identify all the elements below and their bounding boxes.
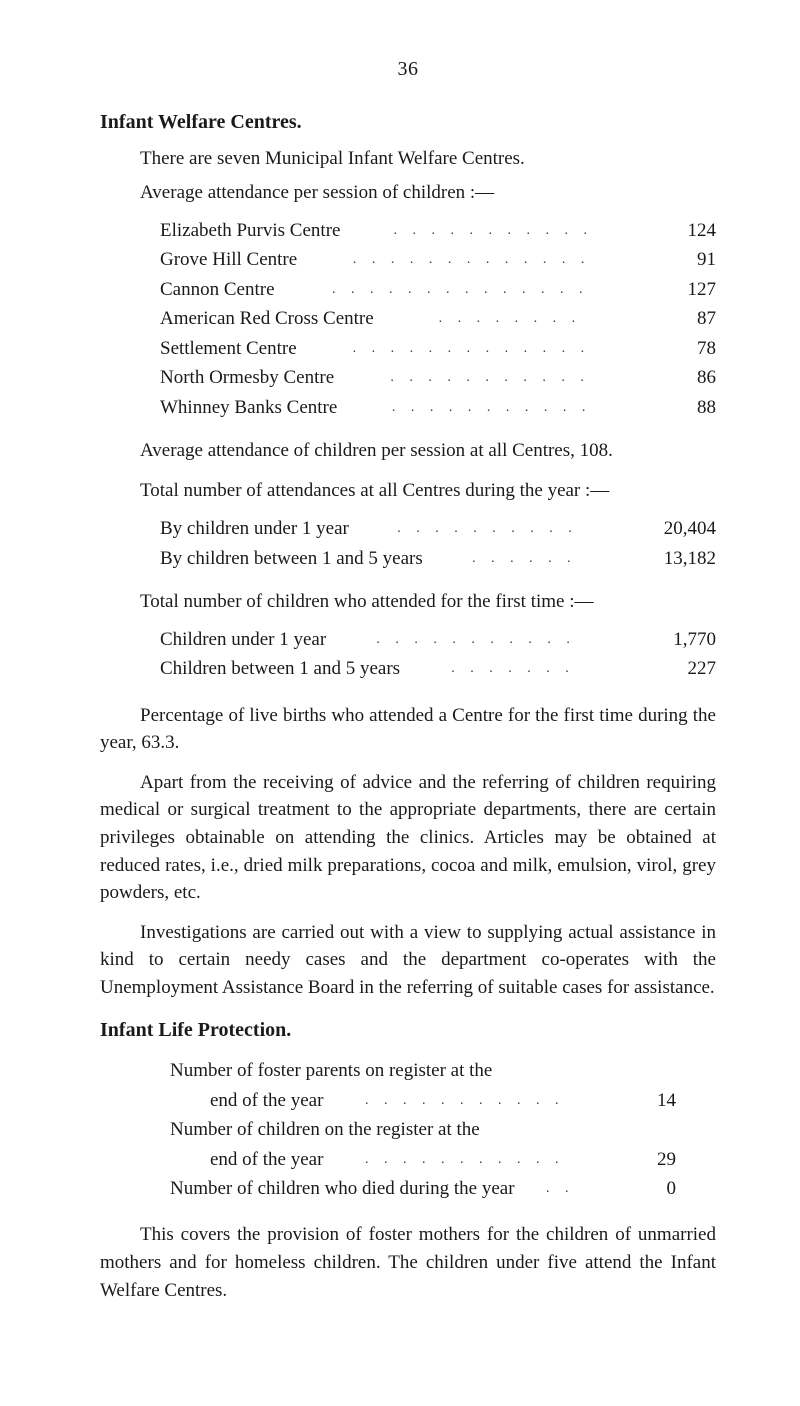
avg-attendance-line: Average attendance of children per sessi… — [140, 440, 716, 462]
intro-line-1: There are seven Municipal Infant Welfare… — [140, 148, 716, 170]
row-label: Whinney Banks Centre — [160, 393, 386, 422]
table-row: Children between 1 and 5 years . . . . .… — [160, 654, 716, 683]
row-label: Cannon Centre — [160, 275, 326, 304]
row-value: 14 — [606, 1086, 676, 1115]
table-row: North Ormesby Centre . . . . . . . . . .… — [160, 363, 716, 392]
table-row: By children under 1 year . . . . . . . .… — [160, 514, 716, 543]
leader-dots: . . . . . . . . . . . . . . — [332, 279, 640, 293]
leader-dots: . . . . . . . . — [439, 308, 640, 322]
table-row: Whinney Banks Centre . . . . . . . . . .… — [160, 393, 716, 422]
leader-dots: . . . . . . . . . . . . . — [353, 249, 640, 263]
closing-paragraph: This covers the provision of foster moth… — [100, 1221, 716, 1304]
row-value: 1,770 — [626, 625, 716, 654]
row-value: 13,182 — [626, 544, 716, 573]
row-label-cont: end of the year — [170, 1086, 359, 1115]
row-value: 87 — [646, 304, 716, 333]
row-label: Grove Hill Centre — [160, 245, 347, 274]
table-row: Number of foster parents on register at … — [170, 1056, 676, 1085]
leader-dots: . . . . . . . . . . . — [376, 629, 620, 643]
attendances-table: By children under 1 year . . . . . . . .… — [160, 514, 716, 573]
table-row: American Red Cross Centre . . . . . . . … — [160, 304, 716, 333]
leader-dots: . . . . . . . . . . . — [365, 1149, 600, 1163]
row-value: 20,404 — [626, 514, 716, 543]
section-title-infant-life-protection: Infant Life Protection. — [100, 1019, 716, 1042]
apart-paragraph: Apart from the receiving of advice and t… — [100, 769, 716, 907]
leader-dots: . . . . . . . . . . — [397, 518, 620, 532]
page-number: 36 — [100, 58, 716, 81]
percentage-paragraph: Percentage of live births who attended a… — [100, 702, 716, 757]
leader-dots: . . . . . . . — [451, 658, 620, 672]
row-value: 91 — [646, 245, 716, 274]
row-label: Children under 1 year — [160, 625, 370, 654]
row-label: Number of children on the register at th… — [170, 1115, 676, 1144]
row-label: By children between 1 and 5 years — [160, 544, 466, 573]
intro-line-2: Average attendance per session of childr… — [140, 182, 716, 204]
leader-dots: . . — [546, 1178, 600, 1192]
row-label: Children between 1 and 5 years — [160, 654, 445, 683]
row-value: 227 — [626, 654, 716, 683]
row-label: Settlement Centre — [160, 334, 347, 363]
row-label: Number of children who died during the y… — [170, 1174, 540, 1203]
row-value: 78 — [646, 334, 716, 363]
row-value: 124 — [646, 216, 716, 245]
leader-dots: . . . . . . . . . . . — [392, 397, 640, 411]
table-row-cont: end of the year . . . . . . . . . . . 29 — [170, 1145, 676, 1174]
row-label: Number of foster parents on register at … — [170, 1056, 676, 1085]
row-value: 127 — [646, 275, 716, 304]
leader-dots: . . . . . . . . . . . — [365, 1090, 600, 1104]
table-row: Cannon Centre . . . . . . . . . . . . . … — [160, 275, 716, 304]
total-children-line: Total number of children who attended fo… — [140, 591, 716, 613]
row-label: Elizabeth Purvis Centre — [160, 216, 387, 245]
page-container: 36 Infant Welfare Centres. There are sev… — [0, 0, 800, 1406]
row-value: 86 — [646, 363, 716, 392]
row-value: 0 — [606, 1174, 676, 1203]
row-label: By children under 1 year — [160, 514, 391, 543]
total-attendances-line: Total number of attendances at all Centr… — [140, 480, 716, 502]
table-row: Number of children who died during the y… — [170, 1174, 676, 1203]
row-value: 88 — [646, 393, 716, 422]
row-label: American Red Cross Centre — [160, 304, 433, 333]
row-label-cont: end of the year — [170, 1145, 359, 1174]
infant-life-table: Number of foster parents on register at … — [170, 1056, 676, 1203]
table-row-cont: end of the year . . . . . . . . . . . 14 — [170, 1086, 676, 1115]
centres-table: Elizabeth Purvis Centre . . . . . . . . … — [160, 216, 716, 422]
table-row: By children between 1 and 5 years . . . … — [160, 544, 716, 573]
table-row: Settlement Centre . . . . . . . . . . . … — [160, 334, 716, 363]
children-first-time-table: Children under 1 year . . . . . . . . . … — [160, 625, 716, 684]
leader-dots: . . . . . . . . . . . — [393, 220, 640, 234]
investigations-paragraph: Investigations are carried out with a vi… — [100, 919, 716, 1002]
leader-dots: . . . . . . . . . . . . . — [353, 338, 640, 352]
table-row: Children under 1 year . . . . . . . . . … — [160, 625, 716, 654]
table-row: Elizabeth Purvis Centre . . . . . . . . … — [160, 216, 716, 245]
section-title-infant-welfare: Infant Welfare Centres. — [100, 111, 716, 134]
row-value: 29 — [606, 1145, 676, 1174]
row-label: North Ormesby Centre — [160, 363, 384, 392]
table-row: Grove Hill Centre . . . . . . . . . . . … — [160, 245, 716, 274]
leader-dots: . . . . . . . . . . . — [390, 367, 640, 381]
table-row: Number of children on the register at th… — [170, 1115, 676, 1144]
leader-dots: . . . . . . — [472, 548, 620, 562]
